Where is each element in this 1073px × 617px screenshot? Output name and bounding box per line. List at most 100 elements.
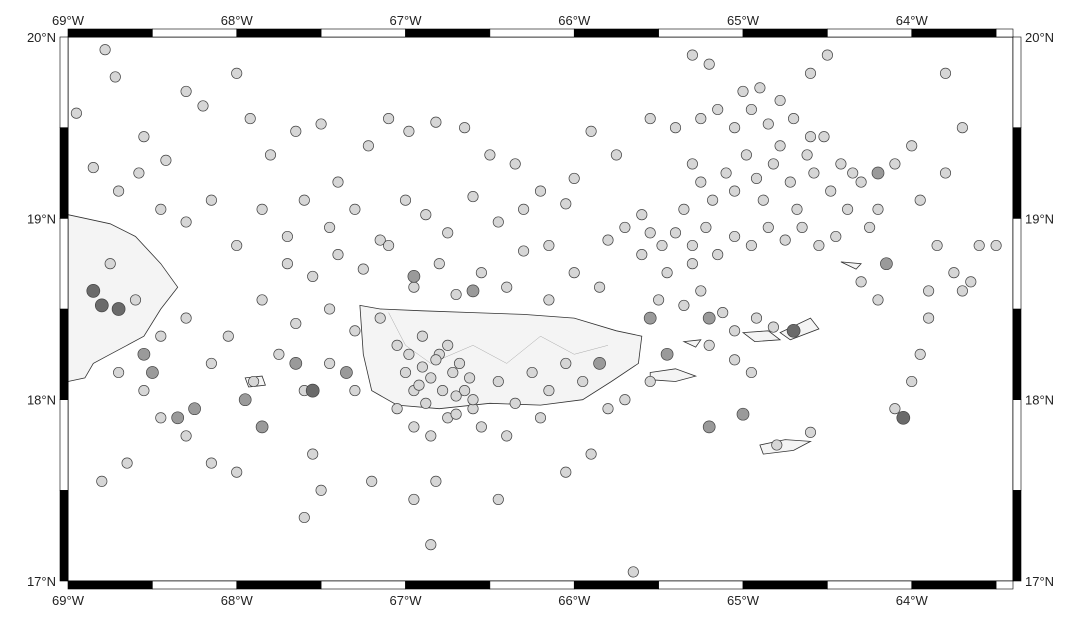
frame-segment-bottom <box>489 580 575 590</box>
earthquake-marker <box>736 407 750 421</box>
earthquake-marker <box>678 299 690 311</box>
earthquake-marker <box>416 330 428 342</box>
frame-segment-right <box>1012 399 1022 491</box>
earthquake-marker <box>707 194 719 206</box>
earthquake-marker <box>111 302 126 316</box>
earthquake-marker <box>501 281 513 293</box>
earthquake-marker <box>880 257 893 271</box>
earthquake-marker <box>695 285 707 297</box>
earthquake-marker <box>745 103 757 116</box>
frame-segment-bottom <box>67 580 153 590</box>
earthquake-marker <box>188 402 201 416</box>
earthquake-marker <box>644 375 656 388</box>
earthquake-marker <box>391 339 403 351</box>
earthquake-marker <box>349 203 361 215</box>
earthquake-marker <box>399 194 412 206</box>
frame-segment-top <box>911 28 997 38</box>
earthquake-marker <box>475 421 487 433</box>
earthquake-marker <box>568 267 580 279</box>
earthquake-marker <box>956 285 968 297</box>
earthquake-marker <box>442 339 454 351</box>
earthquake-marker <box>931 239 943 252</box>
earthquake-marker <box>450 390 462 402</box>
earthquake-marker <box>501 430 513 442</box>
earthquake-marker <box>420 397 432 409</box>
earthquake-marker <box>231 67 243 79</box>
earthquake-marker <box>767 158 779 170</box>
earthquake-marker <box>729 185 741 197</box>
earthquake-marker <box>113 185 125 197</box>
earthquake-marker <box>973 239 985 252</box>
earthquake-marker <box>855 276 867 288</box>
lat-label-right: 19°N <box>1025 211 1054 226</box>
earthquake-marker <box>602 403 614 415</box>
earthquake-marker <box>745 239 757 252</box>
lon-label-bottom: 64°W <box>896 593 929 608</box>
earthquake-marker <box>656 239 668 252</box>
earthquake-marker <box>660 347 674 361</box>
earthquake-marker <box>610 149 622 161</box>
earthquake-marker <box>104 258 116 270</box>
earthquake-marker <box>121 457 133 469</box>
earthquake-marker <box>703 339 715 351</box>
earthquake-marker <box>847 167 859 179</box>
earthquake-marker <box>737 85 749 97</box>
earthquake-marker <box>703 58 715 70</box>
earthquake-marker <box>430 354 442 366</box>
earthquake-marker <box>560 198 572 210</box>
lon-label-top: 67°W <box>390 13 423 28</box>
earthquake-marker <box>464 372 476 384</box>
frame-segment-bottom <box>658 580 744 590</box>
earthquake-marker <box>855 176 867 188</box>
earthquake-marker <box>332 176 344 188</box>
earthquake-marker <box>835 158 847 170</box>
earthquake-marker <box>695 176 707 188</box>
earthquake-marker <box>889 158 901 170</box>
earthquake-marker <box>939 67 952 79</box>
earthquake-marker <box>686 258 698 270</box>
earthquake-marker <box>644 113 656 125</box>
earthquake-marker <box>222 330 234 342</box>
earthquake-marker <box>290 125 302 137</box>
earthquake-marker <box>990 239 1002 252</box>
frame-segment-left <box>59 490 69 582</box>
earthquake-marker <box>543 294 555 306</box>
earthquake-marker <box>231 239 243 252</box>
earthquake-marker <box>740 149 752 161</box>
earthquake-marker <box>914 194 926 206</box>
culebra-island <box>682 339 702 348</box>
earthquake-marker <box>702 420 716 434</box>
frame-segment-right <box>1012 218 1022 310</box>
earthquake-marker <box>948 267 960 279</box>
earthquake-marker <box>425 372 437 384</box>
frame-segment-top <box>405 28 491 38</box>
earthquake-marker <box>636 209 648 221</box>
earthquake-marker <box>307 448 319 460</box>
earthquake-marker <box>138 385 150 397</box>
frame-segment-top <box>320 28 406 38</box>
frame-segment-top <box>827 28 913 38</box>
earthquake-marker <box>450 288 462 301</box>
earthquake-marker <box>407 270 421 283</box>
earthquake-marker <box>129 294 142 306</box>
earthquake-marker <box>534 412 547 424</box>
earthquake-marker <box>231 466 243 478</box>
frame-segment-bottom <box>236 580 322 590</box>
frame-segment-bottom <box>911 580 997 590</box>
frame-segment-top <box>152 28 238 38</box>
earthquake-marker <box>686 239 698 252</box>
earthquake-marker <box>750 312 763 324</box>
lon-label-top: 69°W <box>52 13 85 28</box>
earthquake-marker <box>619 394 631 406</box>
earthquake-marker <box>678 203 690 215</box>
lat-label-left: 19°N <box>27 211 56 226</box>
frame-segment-right <box>1012 36 1022 128</box>
earthquake-marker <box>825 185 837 197</box>
earthquake-marker <box>180 312 192 324</box>
earthquake-marker <box>137 347 151 361</box>
frame-segment-bottom <box>742 580 828 590</box>
earthquake-marker <box>340 366 353 379</box>
earthquake-marker <box>205 194 217 206</box>
lat-label-right: 20°N <box>1025 30 1054 45</box>
lon-label-top: 64°W <box>896 13 929 28</box>
